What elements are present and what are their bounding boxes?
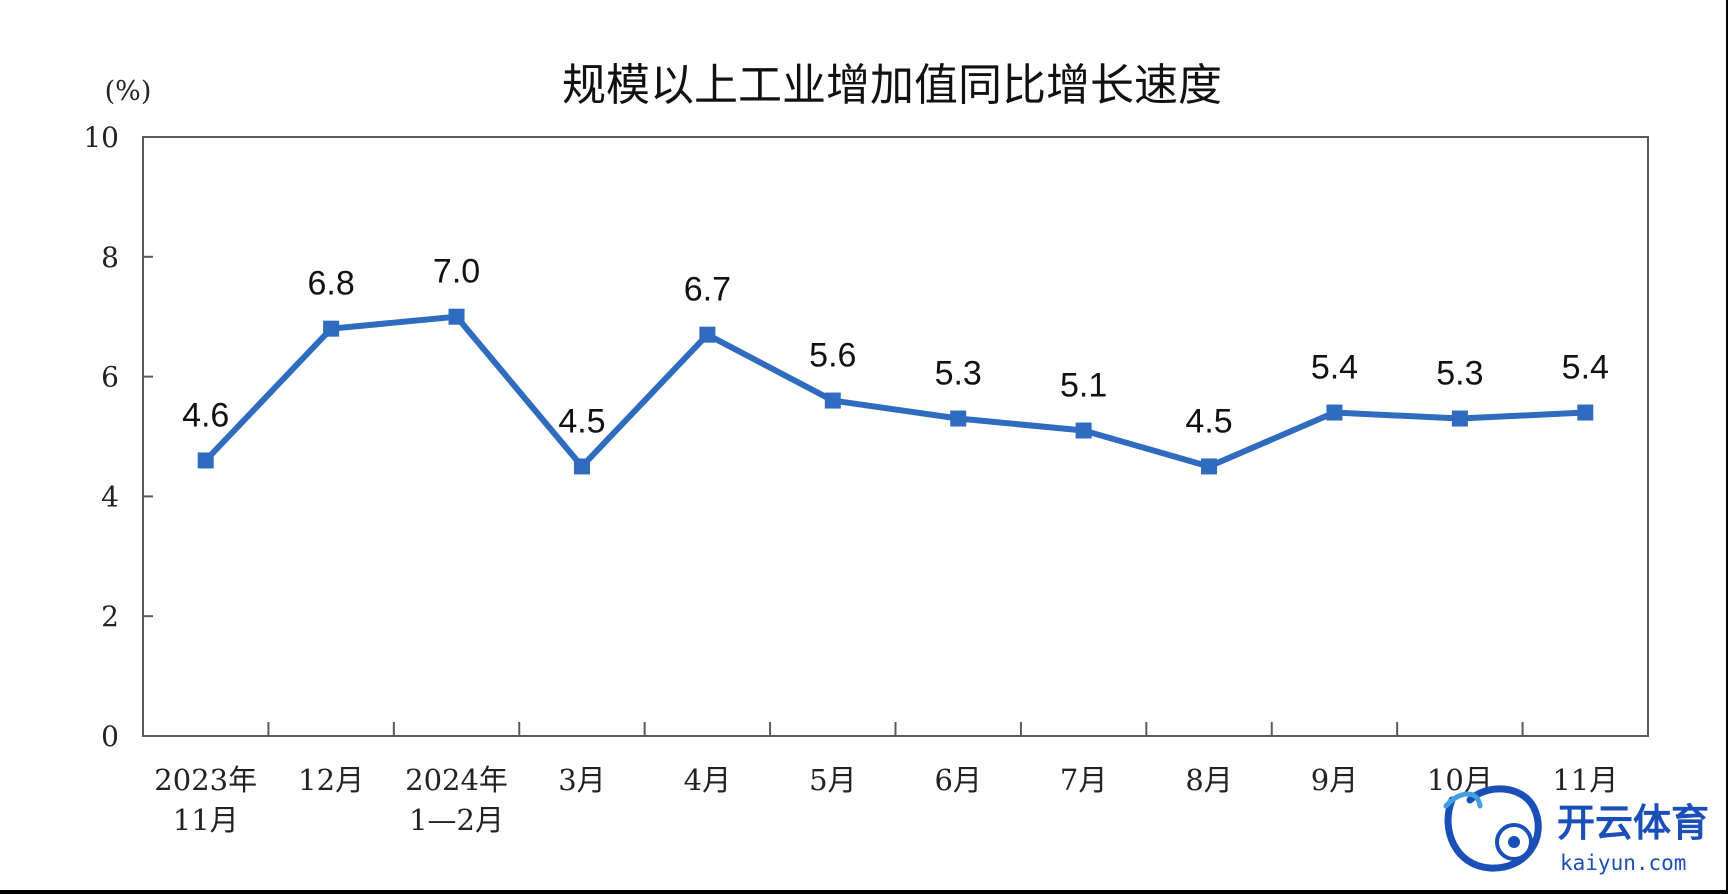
y-tick-label: 4	[101, 480, 119, 513]
x-tick-label: 4月	[684, 763, 731, 797]
x-tick-label: 1—2月	[409, 803, 504, 837]
x-tick-label: 2024年	[405, 763, 508, 797]
watermark-sub-text: kaiyun.com	[1560, 851, 1686, 875]
data-point-marker	[1075, 422, 1092, 439]
y-tick-label: 0	[101, 720, 119, 753]
y-axis-unit-label: (%)	[105, 76, 152, 107]
data-label: 7.0	[433, 253, 480, 291]
x-tick-label: 8月	[1185, 763, 1232, 797]
chart-title: 规模以上工业增加值同比增长速度	[562, 60, 1222, 111]
y-tick-label: 8	[101, 241, 119, 274]
data-point-marker	[1326, 404, 1343, 421]
y-tick-label: 2	[101, 600, 119, 633]
x-tick-label: 11月	[1552, 763, 1618, 797]
data-label: 5.4	[1311, 349, 1358, 387]
data-point-marker	[950, 410, 967, 427]
x-tick-label: 3月	[558, 763, 605, 797]
series-line	[202, 313, 1589, 470]
data-label: 6.7	[684, 271, 731, 309]
data-label: 5.3	[1436, 355, 1483, 393]
data-point-marker	[699, 326, 716, 343]
x-tick-label: 5月	[809, 763, 856, 797]
x-tick-label: 12月	[298, 763, 364, 797]
data-point-marker	[824, 392, 841, 409]
data-label: 5.6	[809, 337, 856, 375]
data-point-marker	[1451, 410, 1468, 427]
data-point-marker	[1201, 458, 1218, 475]
y-axis: 0 2 4 6 8 10	[83, 121, 153, 753]
data-point-marker	[1577, 404, 1594, 421]
x-tick-label: 11月	[173, 803, 239, 837]
x-tick-label: 9月	[1311, 763, 1358, 797]
series-layer	[197, 308, 1594, 475]
data-point-marker	[448, 308, 465, 325]
data-label-layer: 4.6 6.8 7.0 4.5 6.7 5.6 5.3 5.1 4.5 5.4 5.3 5.4	[182, 253, 1609, 441]
y-tick-label: 10	[83, 121, 119, 154]
data-point-marker	[197, 452, 214, 469]
data-label: 4.5	[558, 402, 605, 440]
data-label: 5.4	[1562, 349, 1609, 387]
watermark: 开云体育 kaiyun.com	[1443, 785, 1709, 875]
x-tick-label: 6月	[934, 763, 981, 797]
data-label: 5.1	[1060, 367, 1107, 405]
data-label: 4.6	[182, 396, 229, 434]
data-label: 6.8	[307, 265, 354, 303]
data-point-marker	[323, 320, 340, 337]
kaiyun-logo-icon	[1443, 785, 1542, 872]
watermark-main-text: 开云体育	[1557, 801, 1709, 845]
x-tick-label: 2023年	[154, 763, 257, 797]
y-tick-label: 6	[101, 361, 119, 394]
x-tick-label: 7月	[1060, 763, 1107, 797]
data-label: 5.3	[935, 355, 982, 393]
data-label: 4.5	[1185, 402, 1232, 440]
data-point-marker	[573, 458, 590, 475]
